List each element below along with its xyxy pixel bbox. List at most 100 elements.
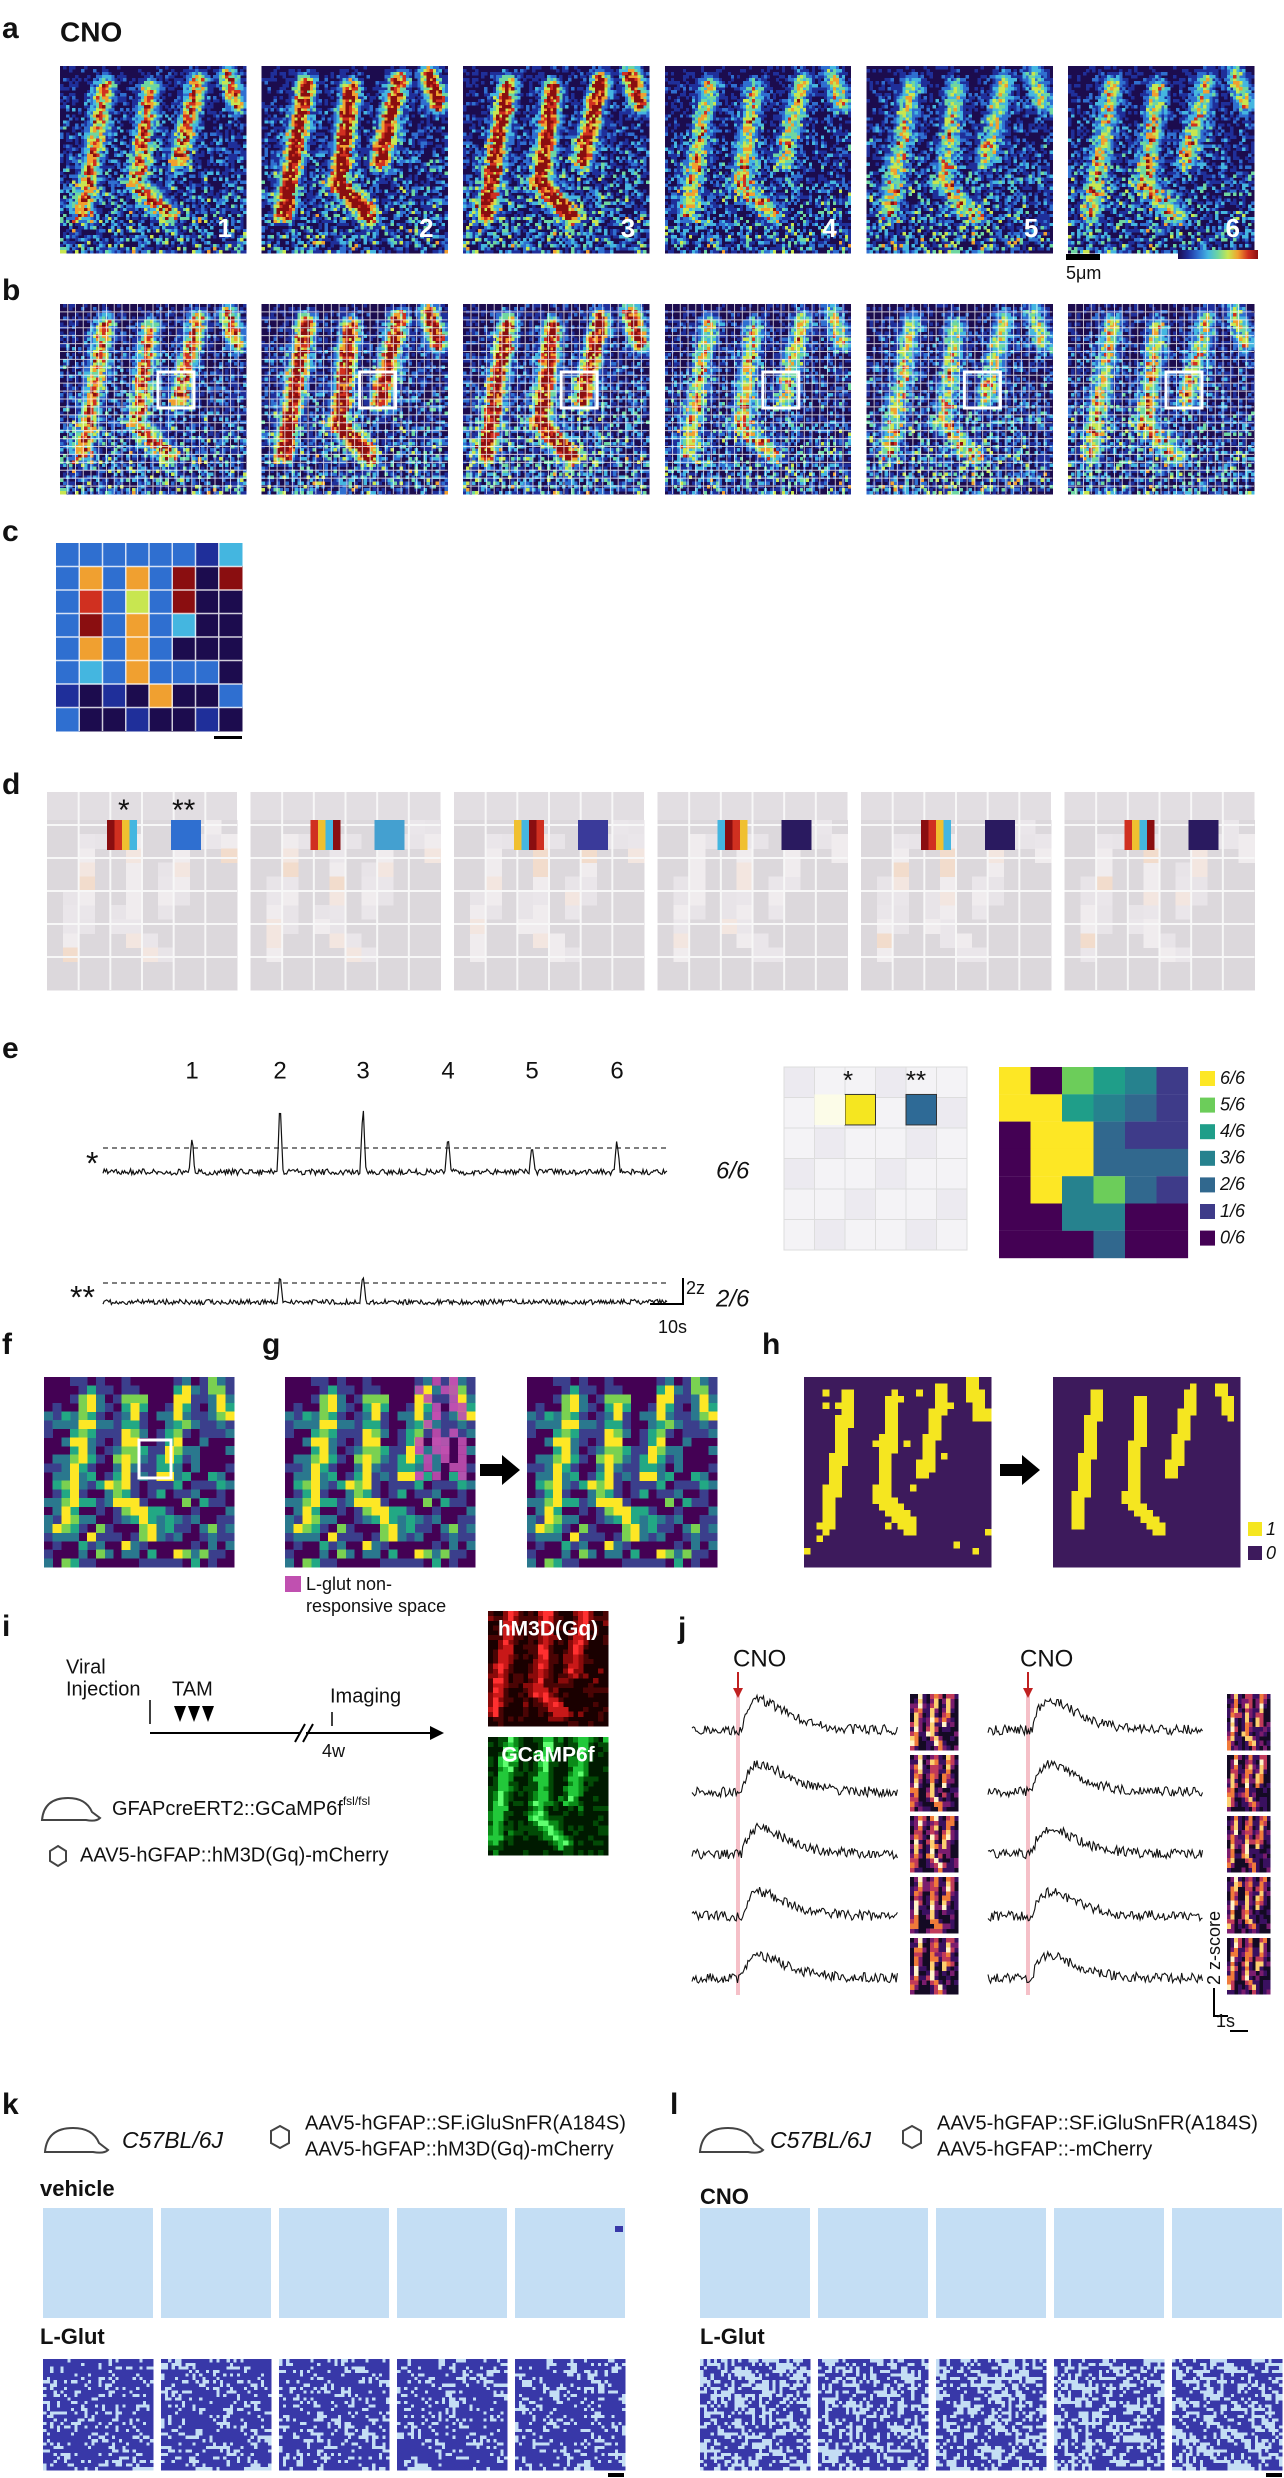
map-cell <box>936 1066 968 1098</box>
map-cell <box>905 1093 937 1126</box>
grid-overlay <box>664 304 851 494</box>
map-cell <box>615 2226 623 2232</box>
legend-text: 6/6 <box>1220 1068 1246 1088</box>
binary-map <box>1053 1377 1241 1568</box>
roi-cell <box>129 820 137 850</box>
thumbnail-image <box>1230 1938 1264 1995</box>
roi-cell <box>928 820 936 850</box>
thumbnail-image <box>918 1881 951 1920</box>
faded-map <box>876 834 1052 963</box>
thumbnail-image <box>1227 1938 1271 1995</box>
faded-map <box>673 820 833 920</box>
map-cell <box>1062 1121 1094 1149</box>
panel-letter: j <box>677 1612 686 1645</box>
faded-map <box>673 834 848 963</box>
thumbnail-image <box>910 1755 955 1812</box>
map-cell <box>1156 1203 1189 1231</box>
condition-label: CNO <box>733 1645 786 1672</box>
thumbnail-image <box>914 1938 951 1990</box>
map-cell <box>1062 1230 1094 1259</box>
map-cell <box>1125 1176 1157 1204</box>
roi-cell <box>725 820 733 850</box>
category-map <box>535 1385 718 1568</box>
roi-box <box>137 1438 173 1480</box>
roi-marker: * <box>118 794 130 827</box>
scale-label: 2z <box>686 1278 705 1298</box>
panel-letter: g <box>262 1328 280 1361</box>
row-label: L-Glut <box>40 2324 105 2349</box>
scale-label: 2 z-score <box>1204 1911 1224 1985</box>
nonresponsive-cell <box>432 1471 441 1481</box>
fluorescence-image <box>498 1737 584 1846</box>
heatmap-image <box>481 310 647 467</box>
row-label: vehicle <box>40 2176 115 2201</box>
thumbnail-image <box>1227 1755 1260 1812</box>
map-cell <box>1030 1148 1063 1177</box>
thumbnail-image <box>910 1877 951 1929</box>
legend-text: 5/6 <box>1220 1094 1246 1114</box>
panel-letter: a <box>2 12 19 45</box>
panel-letter: l <box>670 2088 678 2121</box>
thumbnail-image <box>910 1759 951 1812</box>
map-cell <box>936 1188 968 1220</box>
stim-line <box>736 1690 740 1995</box>
calcium-trace <box>102 1276 668 1307</box>
mouse-line-name: GFAPcreERT2::GCaMP6f <box>112 1798 343 1820</box>
virus-label: AAV5-hGFAP::hM3D(Gq)-mCherry <box>80 1844 389 1866</box>
map-cell <box>814 1127 846 1159</box>
arrow <box>1000 1455 1040 1485</box>
glutamate-map <box>818 2208 928 2318</box>
map-cell <box>783 1219 815 1251</box>
map-cell <box>1125 1148 1157 1177</box>
thumbnail-image <box>1230 1877 1239 1911</box>
nonresponsive-cell <box>449 1377 458 1386</box>
panel-letter: k <box>2 2088 19 2121</box>
heatmap-image <box>60 307 247 495</box>
nonresponsive-cell <box>415 1471 424 1481</box>
break-mark <box>294 1723 314 1743</box>
heatmap-image <box>1068 69 1252 254</box>
map-cell <box>783 1066 815 1098</box>
legend-text: responsive space <box>306 1596 446 1616</box>
roi-marker: ** <box>172 794 196 827</box>
thumbnail-image <box>1227 1942 1249 1990</box>
category-map <box>285 1377 476 1568</box>
map-cell <box>1156 1148 1189 1177</box>
thumbnail-image <box>1230 1820 1264 1864</box>
frame-number: 6 <box>1226 213 1240 243</box>
nonresponsive-cell <box>458 1471 467 1481</box>
nonresponsive-cell <box>432 1437 441 1446</box>
row-label: CNO <box>700 2184 749 2209</box>
panel-letter: e <box>2 1032 19 1065</box>
faded-map <box>876 820 1052 963</box>
nonresponsive-cell <box>423 1463 433 1472</box>
category-map <box>293 1385 476 1568</box>
frame-number: 3 <box>621 213 635 243</box>
nonresponsive-cell <box>449 1428 458 1438</box>
roi-cell <box>1124 820 1132 850</box>
virus-label: AAV5-hGFAP::SF.iGluSnFR(A184S) <box>937 2112 1258 2134</box>
arrowhead <box>430 1726 444 1740</box>
category-map <box>544 1377 709 1568</box>
grid-overlay <box>250 792 441 990</box>
legend-swatch <box>1200 1230 1215 1246</box>
map-cell <box>999 1148 1031 1177</box>
frame-number: 2 <box>419 213 433 243</box>
roi-cell <box>578 820 608 850</box>
nonresponsive-cell <box>449 1394 458 1403</box>
map-cell <box>783 1188 815 1220</box>
map-cell <box>905 1066 937 1098</box>
thumbnail-image <box>910 1942 951 1995</box>
scale-label: 1s <box>1216 2011 1235 2031</box>
map-cell <box>905 1127 937 1159</box>
map-cell <box>1125 1067 1157 1095</box>
calcium-trace <box>987 1949 1204 1985</box>
roi-cell <box>529 820 537 850</box>
grid-overlay <box>56 543 242 731</box>
condition-label: CNO <box>1020 1645 1073 1672</box>
thumbnail-image <box>1230 1703 1264 1732</box>
heatmap-image <box>1068 66 1255 254</box>
scale-bar-label: 5μm <box>1066 263 1101 283</box>
legend-swatch <box>1200 1177 1215 1193</box>
